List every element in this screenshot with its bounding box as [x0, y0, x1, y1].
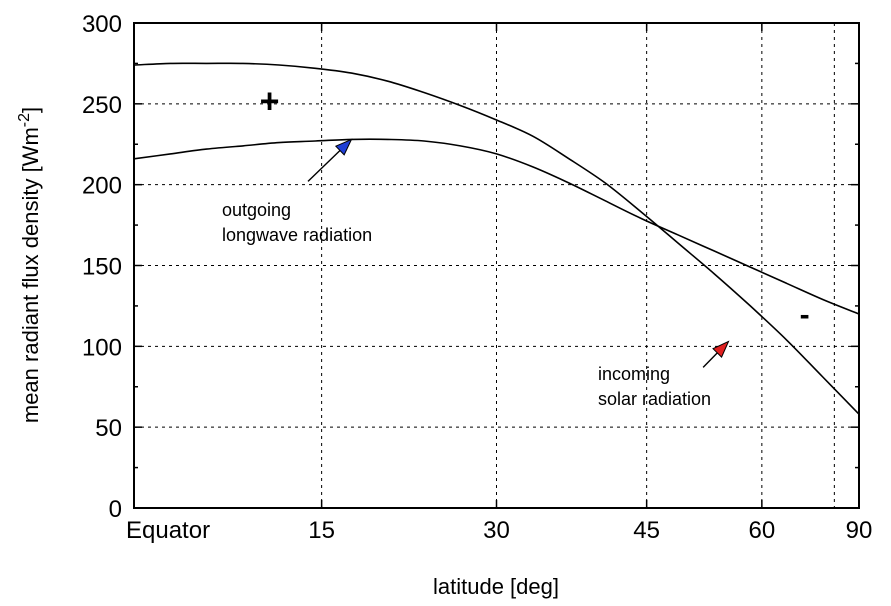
- x-tick-label: 45: [633, 517, 660, 544]
- series-line-1: [133, 138, 860, 315]
- annotation-text: solar radiation: [598, 389, 711, 409]
- y-tick-label: 250: [82, 92, 122, 119]
- y-tick-label: 300: [82, 11, 122, 38]
- x-tick-label: 30: [483, 517, 510, 544]
- x-tick-label: 15: [308, 517, 335, 544]
- annotation-arrow-head: [712, 340, 730, 358]
- x-axis-title: latitude [deg]: [433, 574, 559, 599]
- annotation-surplus-sign: +: [260, 83, 280, 121]
- annotation-arrow-shaft: [307, 150, 341, 182]
- annotation-layer: outgoing longwave radiation incoming solar …: [222, 83, 810, 410]
- x-tick-label: 60: [748, 517, 775, 544]
- y-tick-label: 200: [82, 173, 122, 200]
- x-tick-label: 90: [846, 517, 873, 544]
- annotation-text: outgoing: [222, 200, 291, 220]
- y-axis-title-close: ]: [18, 107, 43, 113]
- y-tick-label: 150: [82, 254, 122, 281]
- annotation-text: longwave radiation: [222, 225, 372, 245]
- series-layer: [133, 62, 860, 415]
- grid-layer: [134, 23, 859, 508]
- annotation-arrow-shaft: [702, 352, 718, 368]
- series-line-0: [133, 62, 860, 415]
- annotation-arrow-head: [334, 138, 353, 156]
- y-axis-title-exponent: -2: [16, 113, 33, 127]
- y-tick-label: 50: [95, 415, 122, 442]
- x-tick-label: Equator: [126, 517, 210, 544]
- y-tick-label: 0: [109, 496, 122, 523]
- tick-layer: 0 50 100 150 200 250 300 Equator 15 30 45 60 90: [82, 11, 872, 544]
- y-axis-title-main: mean radiant flux density [Wm: [18, 127, 43, 423]
- y-axis-title: mean radiant flux density [Wm-2]: [16, 107, 43, 423]
- annotation-text: incoming: [598, 364, 670, 384]
- y-tick-label: 100: [82, 334, 122, 361]
- annotation-deficit-sign: -: [800, 299, 810, 332]
